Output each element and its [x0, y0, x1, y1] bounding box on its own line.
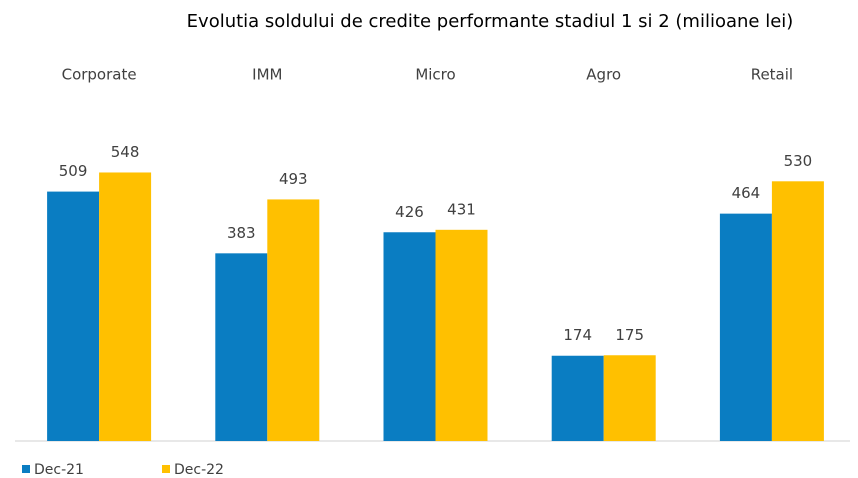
data-label: 431 [447, 200, 476, 218]
legend-swatch [162, 465, 170, 473]
category-label: Retail [751, 66, 793, 84]
bar [267, 199, 320, 441]
data-label: 175 [615, 326, 644, 344]
data-label: 383 [227, 224, 256, 242]
legend-label: Dec-21 [34, 462, 84, 478]
category-label: Corporate [62, 66, 137, 84]
bar [47, 191, 100, 441]
bar [719, 213, 772, 441]
data-label: 426 [395, 203, 424, 221]
data-label: 464 [732, 184, 761, 202]
category-label: Micro [415, 66, 455, 84]
chart-title: Evolutia soldului de credite performante… [187, 11, 794, 32]
bar [771, 181, 824, 442]
category-label: IMM [252, 66, 282, 84]
bar [551, 355, 604, 441]
bar [99, 172, 152, 442]
data-label: 548 [111, 143, 140, 161]
data-label: 174 [563, 326, 592, 344]
data-label: 530 [784, 152, 813, 170]
bar [435, 229, 488, 441]
bar [603, 355, 656, 441]
data-label: 493 [279, 170, 308, 188]
bar [383, 232, 436, 441]
data-label: 509 [59, 162, 88, 180]
legend-label: Dec-22 [174, 462, 224, 478]
bar [215, 253, 268, 441]
legend-swatch [22, 465, 30, 473]
category-label: Agro [586, 66, 621, 84]
